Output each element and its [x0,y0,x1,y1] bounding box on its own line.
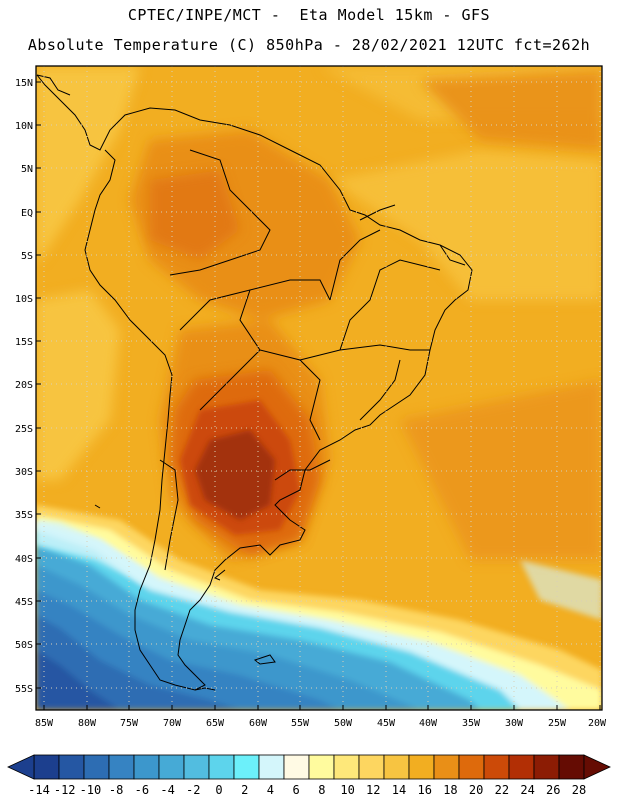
lat-label: 15S [15,337,33,348]
color-scale-label: -6 [135,783,149,797]
color-scale-swatch [508,754,535,780]
lon-label: 80W [78,718,97,729]
color-scale-swatch [258,754,285,780]
lat-label: 35S [15,510,33,521]
color-scale-label: 12 [366,783,380,797]
color-scale-swatch [133,754,160,780]
coastlines-borders [36,74,473,691]
lon-label: 20W [588,718,607,729]
color-scale-swatch [233,754,260,780]
color-scale-label: 24 [520,783,534,797]
color-scale-left-arrow-icon [7,754,35,780]
lat-label: 5N [21,164,33,175]
lat-label: 50S [15,640,33,651]
color-scale-label: 28 [572,783,586,797]
lon-label: 85W [35,718,54,729]
lon-label: 55W [291,718,310,729]
map-frame [35,65,603,711]
color-scale-swatch [58,754,85,780]
color-scale-swatch [408,754,435,780]
color-scale-label: 18 [443,783,457,797]
color-scale-label: -2 [186,783,200,797]
color-scale-swatch [108,754,135,780]
map-title-line1: CPTEC/INPE/MCT - Eta Model 15km - GFS [127,6,491,24]
color-scale-label: 0 [215,783,222,797]
color-scale-swatch [283,754,310,780]
color-scale-swatch [308,754,335,780]
axis-ticks [36,81,601,710]
map-title-line2: Absolute Temperature (C) 850hPa - 28/02/… [27,36,591,54]
lon-label: 50W [334,718,353,729]
lat-label: 55S [15,684,33,695]
color-scale-right-arrow-icon [583,754,611,780]
color-scale-swatch [558,754,585,780]
lat-label: 10S [15,294,33,305]
color-scale-label: -12 [54,783,76,797]
temperature-field [36,66,602,710]
lon-label: 30W [505,718,524,729]
color-scale-swatch [458,754,485,780]
lat-label: 15N [15,78,33,89]
color-scale-swatch [358,754,385,780]
lon-label: 25W [548,718,567,729]
color-scale-label: 14 [392,783,406,797]
lon-label: 35W [462,718,481,729]
lat-label: 40S [15,554,33,565]
color-scale-swatch [383,754,410,780]
latitude-labels: 15N 10N 5N EQ 5S 10S 15S 20S 25S 30S 35S… [15,78,33,695]
color-scale-swatch [483,754,510,780]
color-scale-label: 6 [293,783,300,797]
color-scale-label: 26 [546,783,560,797]
color-scale-swatch [533,754,560,780]
color-scale-swatch [208,754,235,780]
lat-label: 30S [15,467,33,478]
color-scale-swatch [158,754,185,780]
lat-label: 25S [15,424,33,435]
color-scale-swatch [333,754,360,780]
color-scale-label: 16 [417,783,431,797]
color-scale-swatch [183,754,210,780]
color-scale-label: 22 [495,783,509,797]
lon-label: 65W [206,718,225,729]
lon-label: 60W [249,718,268,729]
color-scale-label: -10 [80,783,102,797]
lat-label: 10N [15,121,33,132]
color-scale-label: 10 [340,783,354,797]
color-scale-label: 4 [267,783,274,797]
lat-label: 5S [21,251,33,262]
color-scale-label: -8 [109,783,123,797]
color-scale-label: 20 [469,783,483,797]
color-scale-legend: -14 -12 -10 -8 -6 -4 -2 0 2 4 6 8 10 12 14 16 18 20 22 24 26… [7,754,611,797]
lat-label: 45S [15,597,33,608]
color-scale-label: -4 [160,783,174,797]
color-scale-label: 2 [241,783,248,797]
color-scale-label: 8 [318,783,325,797]
lon-label: 45W [377,718,396,729]
color-scale-swatch [33,754,60,780]
color-scale-swatch [83,754,110,780]
longitude-labels: 85W 80W 75W 70W 65W 60W 55W 50W 45W 40W … [35,718,607,729]
color-scale-label: -14 [28,783,50,797]
lat-label: 20S [15,380,33,391]
color-scale-swatch [433,754,460,780]
lon-label: 75W [120,718,139,729]
lon-label: 70W [163,718,182,729]
lat-label: EQ [21,208,33,219]
lon-label: 40W [419,718,438,729]
